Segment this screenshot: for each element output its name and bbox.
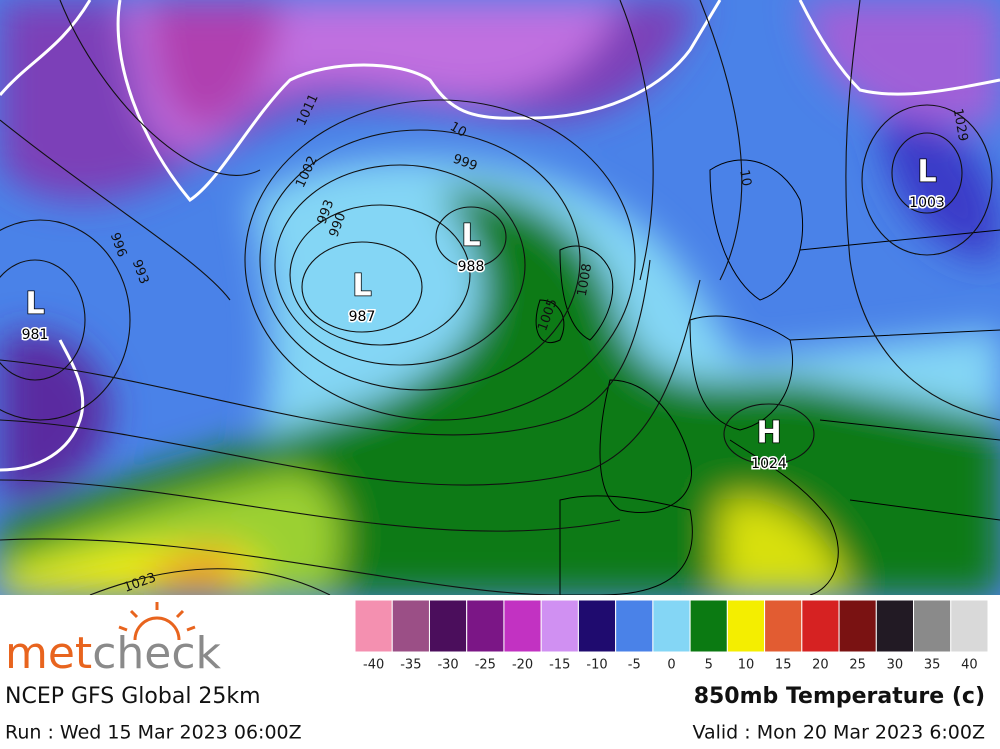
isobar-label: 10: [447, 119, 469, 140]
legend-swatch: [391, 599, 430, 653]
pressure-center-kind: L: [25, 287, 44, 322]
pressure-center-kind: L: [352, 269, 371, 304]
logo-met: met: [5, 628, 92, 679]
legend-swatch: [726, 599, 766, 653]
legend-swatch: [764, 599, 803, 653]
legend-label: 35: [924, 658, 941, 673]
logo-check: check: [92, 628, 221, 679]
legend-swatch: [875, 599, 915, 653]
isobars: [0, 0, 1000, 595]
model-name: NCEP GFS Global 25km: [5, 684, 261, 709]
logo-sun: [118, 602, 196, 641]
legend-label: -5: [628, 658, 641, 673]
legend-label: 10: [738, 658, 755, 673]
coastline: [0, 0, 1000, 472]
legend-swatch: [801, 599, 840, 653]
legend-label: 5: [705, 658, 713, 673]
legend-label: -30: [437, 658, 458, 673]
isobar-label: 10: [736, 169, 754, 188]
logo: metcheck: [5, 628, 222, 679]
legend-label: 15: [775, 658, 792, 673]
legend-label: -25: [475, 658, 496, 673]
legend-swatch: [428, 599, 468, 653]
temperature-field: [0, 0, 1000, 595]
color-legend: -40 -35 -30 -25 -20 -15 -10 -5 0 5 10 15 20 25 30 35 40: [354, 599, 989, 673]
product-title: 850mb Temperature (c): [694, 684, 985, 709]
legend-swatch: [466, 599, 505, 653]
legend-swatch: [615, 599, 654, 653]
legend-label: 20: [812, 658, 829, 673]
pressure-center-value: 987: [349, 309, 376, 325]
run-time: Run : Wed 15 Mar 2023 06:00Z: [5, 722, 302, 744]
legend-swatch: [503, 599, 542, 653]
legend-label: 25: [849, 658, 866, 673]
legend-swatch: [577, 599, 617, 653]
legend-label: -35: [400, 658, 421, 673]
pressure-center-kind: L: [461, 219, 480, 254]
legend-label: -15: [549, 658, 570, 673]
isobar-label: 1029: [950, 107, 971, 142]
legend-swatch: [689, 599, 728, 653]
legend-label: -40: [363, 658, 384, 673]
pressure-center-value: 1003: [909, 195, 945, 211]
legend-label: 40: [961, 658, 978, 673]
legend-label: -20: [512, 658, 533, 673]
legend-swatch: [652, 599, 691, 653]
legend-swatch: [354, 599, 393, 653]
pressure-center-value: 1024: [751, 456, 787, 472]
legend-label: 0: [667, 658, 675, 673]
pressure-center-kind: L: [917, 155, 936, 190]
legend-label: -10: [586, 658, 607, 673]
pressure-center-value: 981: [22, 327, 49, 343]
legend-swatch: [838, 599, 877, 653]
pressure-center-value: 988: [458, 259, 485, 275]
isobar-label: 1008: [575, 262, 596, 297]
legend-label: 30: [887, 658, 904, 673]
legend-swatch: [540, 599, 579, 653]
pressure-center-kind: H: [756, 416, 781, 451]
valid-time: Valid : Mon 20 Mar 2023 6:00Z: [692, 722, 985, 744]
legend-swatch: [913, 599, 952, 653]
land-borders: [535, 159, 1000, 595]
legend-swatch: [950, 599, 989, 653]
